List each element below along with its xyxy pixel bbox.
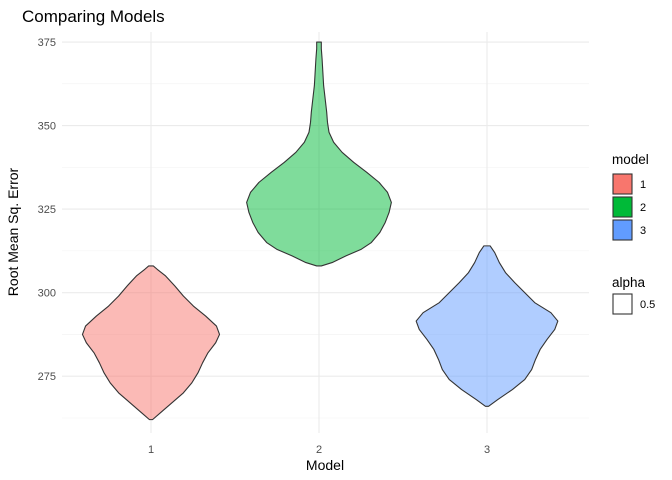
violin-model-3	[415, 245, 559, 407]
y-tick-label: 275	[38, 371, 56, 383]
y-tick-label: 325	[38, 204, 56, 216]
y-axis-title: Root Mean Sq. Error	[5, 167, 21, 296]
violin-layer	[81, 41, 559, 421]
x-tick-label: 2	[316, 444, 322, 456]
legend: model 1 2 3 alpha 0.5	[612, 152, 655, 315]
x-tick-label: 1	[148, 444, 154, 456]
legend-title-alpha: alpha	[612, 275, 646, 290]
violin-model-1	[81, 265, 221, 421]
y-tick-label: 375	[38, 37, 56, 49]
chart-title: Comparing Models	[22, 7, 165, 26]
x-tick-label: 3	[484, 444, 490, 456]
legend-label-model: 3	[640, 225, 646, 237]
legend-label-model: 2	[640, 202, 646, 214]
x-axis-title: Model	[306, 457, 344, 473]
violin-model-2	[246, 41, 392, 267]
y-tick-labels: 275 300 325 350 375	[38, 37, 56, 383]
legend-model-items: 1 2 3	[612, 173, 646, 241]
legend-key-model-2	[612, 196, 633, 218]
legend-key-alpha	[612, 293, 633, 315]
y-tick-label: 350	[38, 121, 56, 133]
legend-label-alpha: 0.5	[640, 299, 655, 311]
legend-title-model: model	[612, 152, 649, 167]
y-tick-label: 300	[38, 288, 56, 300]
x-tick-labels: 1 2 3	[148, 444, 490, 456]
legend-key-model-3	[612, 219, 633, 241]
legend-key-model-1	[612, 173, 633, 195]
legend-label-model: 1	[640, 179, 646, 191]
